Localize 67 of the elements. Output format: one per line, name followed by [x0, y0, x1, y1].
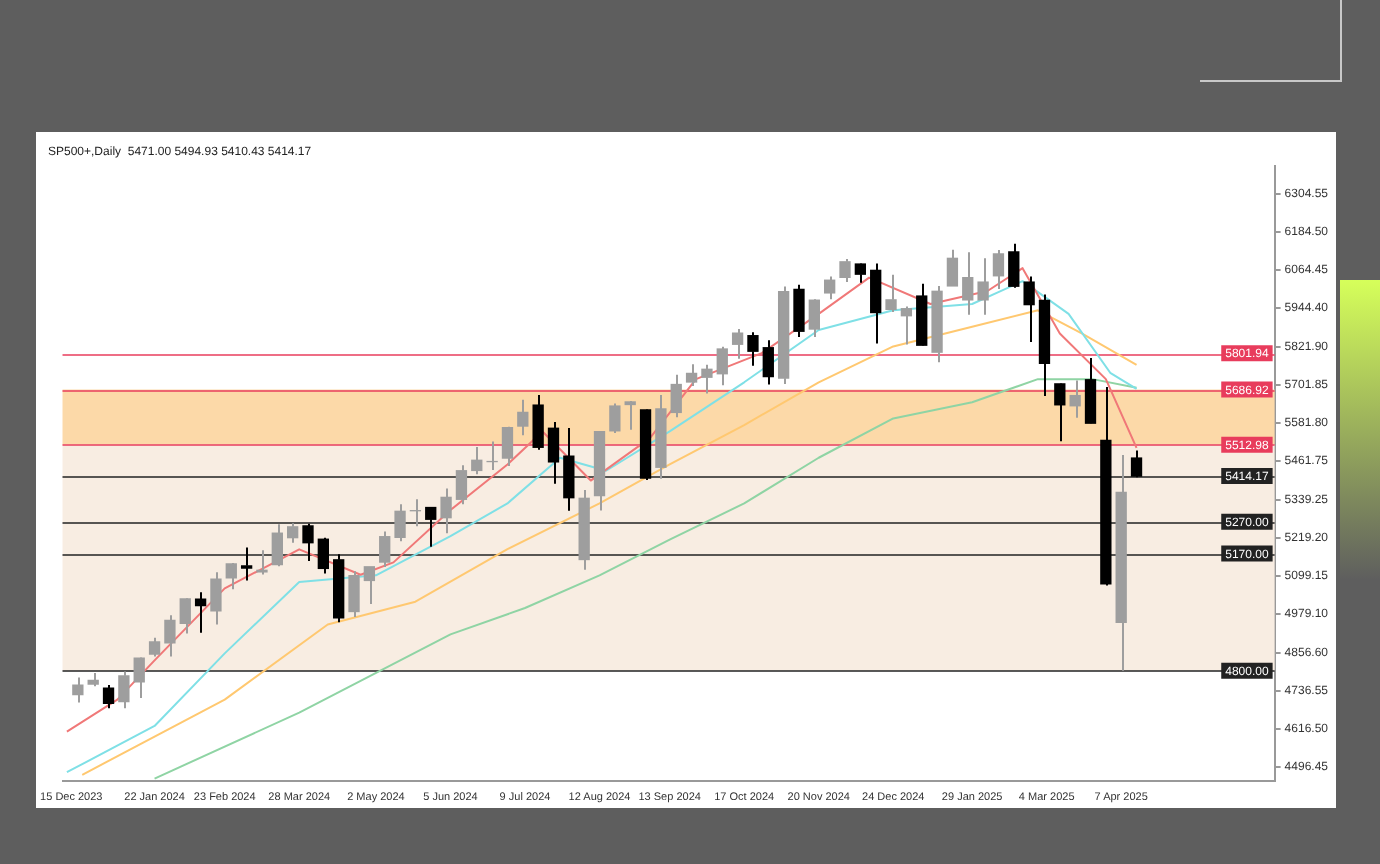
- candlestick: [701, 363, 713, 395]
- candlestick: [639, 409, 652, 481]
- candlestick: [271, 523, 283, 568]
- candlestick: [287, 522, 299, 544]
- candlestick: [363, 566, 376, 605]
- candlestick: [578, 489, 590, 571]
- candlestick: [501, 426, 514, 467]
- candlestick: [854, 263, 867, 284]
- candlestick: [547, 420, 560, 485]
- candlestick: [210, 571, 222, 626]
- candlestick: [471, 445, 483, 476]
- candlestick: [716, 345, 728, 387]
- candlestick: [685, 363, 698, 388]
- candlestick: [148, 636, 161, 658]
- candlestick: [839, 257, 851, 284]
- candlestick: [977, 257, 989, 316]
- candlestick: [118, 670, 130, 710]
- candlestick: [655, 393, 667, 480]
- candlestick: [593, 431, 606, 512]
- candlestick: [517, 398, 529, 437]
- candlestick: [164, 614, 176, 658]
- candlestick: [731, 328, 744, 360]
- candlestick: [333, 553, 345, 624]
- candlestick: [1023, 275, 1035, 344]
- candlestick: [870, 262, 882, 345]
- candlestick: [302, 522, 314, 563]
- candlestick: [240, 546, 253, 582]
- candlestick: [1115, 453, 1127, 672]
- candlestick: [885, 273, 897, 313]
- candlestick: [777, 285, 790, 385]
- candlestick: [900, 305, 913, 346]
- candlestick: [317, 536, 329, 575]
- candlestick: [1130, 449, 1143, 477]
- candlestick: [1100, 386, 1112, 587]
- candlestick: [931, 284, 943, 364]
- candlestick: [762, 339, 774, 386]
- candlestick: [1008, 242, 1020, 289]
- candlestick: [624, 401, 636, 431]
- candlestick: [916, 282, 928, 346]
- candlestick: [1084, 356, 1097, 424]
- candlestick: [532, 393, 544, 451]
- candlestick: [1054, 383, 1066, 443]
- candlestick: [256, 549, 268, 576]
- candlestick: [133, 657, 145, 700]
- candlestick: [440, 487, 452, 535]
- candlestick: [225, 563, 237, 591]
- candlestick: [670, 373, 682, 419]
- candlestick: [425, 506, 437, 548]
- candlestick: [992, 249, 1005, 291]
- candlestick: [394, 503, 406, 543]
- candlestick: [102, 684, 115, 710]
- candlestick: [793, 283, 805, 338]
- candlestick: [946, 248, 959, 287]
- candlestick: [563, 426, 575, 512]
- candlestick: [87, 672, 99, 688]
- candlestick: [348, 570, 360, 618]
- candlestick: [824, 275, 836, 301]
- candlestick: [379, 530, 391, 569]
- candlestick: [194, 591, 207, 634]
- candlestick: [455, 464, 468, 506]
- candlestick: [1069, 379, 1081, 419]
- candlestick: [72, 676, 84, 704]
- candlestick: [808, 299, 820, 338]
- candlestick: [179, 598, 191, 635]
- candlestick: [962, 251, 974, 316]
- candlestick: [747, 331, 759, 367]
- candlestick: [1038, 293, 1051, 397]
